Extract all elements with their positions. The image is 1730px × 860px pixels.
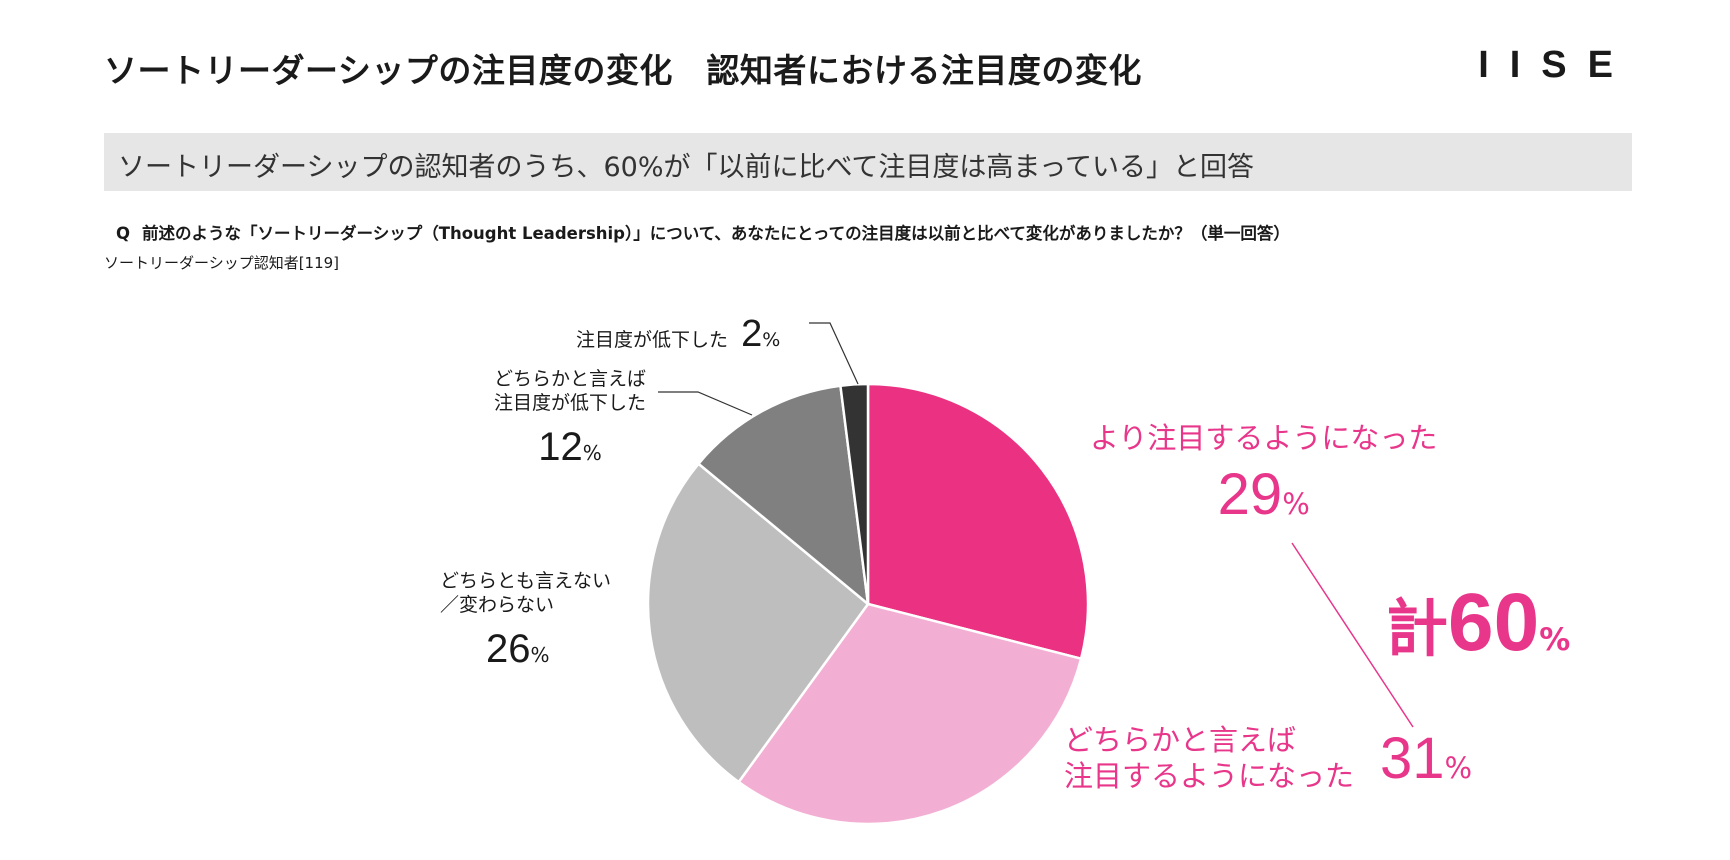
- pie-slice-declined: [839, 382, 870, 606]
- slice-value-somewhat-increased-number: 31: [1380, 726, 1445, 791]
- slice-value-no-change-number: 26: [486, 626, 531, 671]
- subtitle-banner: ソートリーダーシップの認知者のうち、60%が「以前に比べて注目度は高まっている」…: [104, 133, 1632, 191]
- slice-label-no-change: どちらとも言えない ／変わらない 26%: [440, 570, 611, 674]
- slice-value-somewhat-increased-unit: %: [1444, 751, 1473, 785]
- survey-question: Q 前述のような「ソートリーダーシップ（Thought Leadership）」に…: [116, 220, 1290, 244]
- slice-label-somewhat-increased-line1: どちらかと言えば: [1064, 723, 1297, 757]
- slice-label-somewhat-declined: どちらかと言えば 注目度が低下した 12%: [494, 368, 646, 472]
- slice-value-somewhat-declined: 12%: [494, 422, 646, 472]
- slice-label-no-change-line2: ／変わらない: [440, 593, 555, 616]
- slice-value-increased-number: 29: [1217, 462, 1283, 528]
- slice-label-no-change-line1: どちらとも言えない: [440, 570, 612, 592]
- slice-label-increased: より注目するようになった 29%: [1090, 420, 1437, 532]
- slice-value-declined: 2%: [741, 311, 780, 355]
- leader-line-declined: [809, 322, 859, 385]
- question-prefix: Q: [116, 224, 131, 243]
- slice-value-no-change-unit: %: [530, 642, 550, 667]
- slice-label-increased-text: より注目するようになった: [1090, 421, 1438, 455]
- slice-label-declined-text: 注目度が低下した: [576, 329, 729, 351]
- pie-slice-somewhat-increased: [737, 602, 1083, 826]
- pie-slice-no-change: [646, 462, 870, 784]
- leader-lines: [658, 322, 1414, 728]
- slice-label-somewhat-declined-line1: どちらかと言えば: [494, 368, 647, 390]
- brand-logo: IISE: [1478, 44, 1634, 86]
- slice-value-increased-unit: %: [1282, 487, 1310, 522]
- total-prefix: 計: [1386, 592, 1449, 665]
- slice-value-somewhat-declined-unit: %: [582, 440, 602, 465]
- slice-label-somewhat-increased: どちらかと言えば 注目するようになった: [1064, 722, 1354, 795]
- page-title: ソートリーダーシップの注目度の変化 認知者における注目度の変化: [104, 51, 1142, 90]
- total-unit: %: [1539, 622, 1571, 658]
- subtitle-text: ソートリーダーシップの認知者のうち、60%が「以前に比べて注目度は高まっている」…: [118, 152, 1254, 183]
- pie-slice-somewhat-declined: [697, 384, 870, 606]
- slice-value-somewhat-declined-number: 12: [538, 424, 583, 469]
- slice-value-no-change: 26%: [440, 624, 611, 674]
- slice-label-somewhat-increased-line2: 注目するようになった: [1064, 759, 1355, 794]
- total-increase-label: 計60%: [1386, 572, 1570, 675]
- slice-value-declined-number: 2: [741, 313, 763, 355]
- total-value: 60: [1448, 577, 1540, 668]
- pie-slice-increased: [866, 382, 1090, 660]
- leader-line-increase-bracket: [1291, 542, 1414, 728]
- slice-value-increased: 29%: [1090, 458, 1437, 532]
- slice-label-somewhat-declined-line2: 注目度が低下した: [494, 391, 647, 414]
- leader-line-somewhat-declined: [658, 391, 753, 416]
- question-text: 前述のような「ソートリーダーシップ（Thought Leadership）」につ…: [142, 224, 1290, 243]
- slice-label-declined: 注目度が低下した 2%: [576, 310, 780, 359]
- pie-slices: [646, 382, 1090, 826]
- sample-size: ソートリーダーシップ認知者[119]: [104, 254, 340, 272]
- slice-value-somewhat-increased: 31%: [1380, 722, 1472, 796]
- slice-value-declined-unit: %: [762, 329, 781, 351]
